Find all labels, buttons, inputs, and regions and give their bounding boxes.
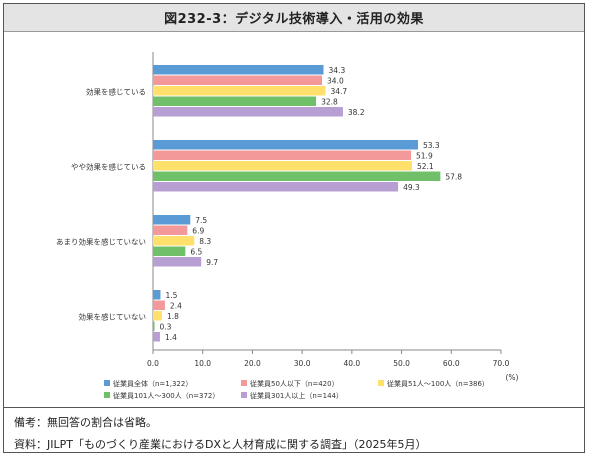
data-label-3-5: 9.7 xyxy=(206,258,218,267)
data-label-3-3: 8.3 xyxy=(199,237,211,246)
figure-footer: 備考：無回答の割合は省略。 資料：JILPT「ものづくり産業におけるDXと人材育… xyxy=(4,408,584,460)
legend-swatch-1 xyxy=(104,380,110,386)
x-tick-label-1: 10.0 xyxy=(194,359,211,368)
bar-4-4 xyxy=(153,321,155,331)
data-label-4-5: 1.4 xyxy=(165,333,177,342)
category-label-1: 効果を感じている xyxy=(86,86,146,96)
bar-4-1 xyxy=(153,290,161,300)
x-axis-unit: (%) xyxy=(506,373,519,382)
data-label-3-1: 7.5 xyxy=(195,216,207,225)
legend-swatch-3 xyxy=(378,380,384,386)
data-label-2-5: 49.3 xyxy=(403,183,420,192)
bar-1-2 xyxy=(153,75,323,85)
data-label-1-3: 34.7 xyxy=(331,87,348,96)
bar-2-4 xyxy=(153,171,441,181)
bar-3-2 xyxy=(153,225,188,235)
bar-2-2 xyxy=(153,150,412,160)
bar-1-1 xyxy=(153,65,324,75)
bar-3-1 xyxy=(153,215,191,225)
data-label-1-4: 32.8 xyxy=(321,98,338,107)
bar-chart: 34.3 34.034.7 32.8 38.2 効果を感じている 53.3 51.952.1… xyxy=(56,52,519,400)
bar-3-4 xyxy=(153,246,186,256)
bar-3-5 xyxy=(153,257,202,267)
bar-4-2 xyxy=(153,300,165,310)
bar-4-5 xyxy=(153,332,160,342)
legend-label-1: 従業員全体（n=1,322） xyxy=(113,379,192,388)
x-tick-label-3: 30.0 xyxy=(294,359,311,368)
bar-4-3 xyxy=(153,311,162,321)
legend-label-5: 従業員301人以上（n=144） xyxy=(250,391,343,400)
x-tick-label-7: 70.0 xyxy=(493,359,510,368)
bar-2-5 xyxy=(153,182,399,192)
bar-1-3 xyxy=(153,86,326,96)
data-label-2-3: 52.1 xyxy=(417,162,434,171)
footnote: 備考：無回答の割合は省略。 xyxy=(14,416,157,429)
data-label-4-4: 0.3 xyxy=(159,323,171,332)
x-tick-label-5: 50.0 xyxy=(393,359,410,368)
bar-2-1 xyxy=(153,140,418,150)
data-label-4-3: 1.8 xyxy=(167,312,179,321)
category-label-4: 効果を感じていない xyxy=(79,311,147,321)
legend-label-3: 従業員51人～100人（n=386） xyxy=(387,379,489,388)
bar-2-3 xyxy=(153,161,413,171)
figure-frame: 図232-3：デジタル技術導入・活用の効果 34.3 34.0 34.7 32.8 38… xyxy=(3,3,585,453)
data-label-3-2: 6.9 xyxy=(192,227,204,236)
source-note: 資料：JILPT「ものづくり産業におけるDXと人材育成に関する調査」（2025年… xyxy=(14,438,427,451)
data-label-2-1: 53.3 xyxy=(423,141,440,150)
legend-swatch-5 xyxy=(241,392,247,398)
figure-title: 図232-3：デジタル技術導入・活用の効果 xyxy=(4,4,584,32)
category-label-2: やや効果を感じている xyxy=(71,161,146,171)
data-label-1-1: 34.3 xyxy=(329,66,346,75)
chart-area: 34.3 34.0 34.7 32.8 38.2 効果を感じている 53.3 51.9 52.1… xyxy=(4,32,584,408)
x-tick-label-0: 0.0 xyxy=(147,359,159,368)
bar-1-4 xyxy=(153,96,317,106)
data-label-2-4: 57.8 xyxy=(445,173,462,182)
data-label-1-5: 38.2 xyxy=(348,108,365,117)
data-label-4-1: 1.5 xyxy=(165,291,177,300)
category-label-3: あまり効果を感じていない xyxy=(56,236,146,246)
bar-3-3 xyxy=(153,236,195,246)
x-tick-label-2: 20.0 xyxy=(244,359,261,368)
x-tick-label-4: 40.0 xyxy=(344,359,361,368)
legend-label-2: 従業員50人以下（n=420） xyxy=(250,379,339,388)
data-label-2-2: 51.9 xyxy=(416,152,433,161)
legend-swatch-4 xyxy=(104,392,110,398)
bar-1-5 xyxy=(153,107,343,117)
x-tick-label-6: 60.0 xyxy=(443,359,460,368)
legend-swatch-2 xyxy=(241,380,247,386)
legend-label-4: 従業員101人～300人（n=372） xyxy=(113,391,219,400)
data-label-4-2: 2.4 xyxy=(170,302,182,311)
data-label-3-4: 6.5 xyxy=(190,248,202,257)
data-label-1-2: 34.0 xyxy=(327,77,344,86)
